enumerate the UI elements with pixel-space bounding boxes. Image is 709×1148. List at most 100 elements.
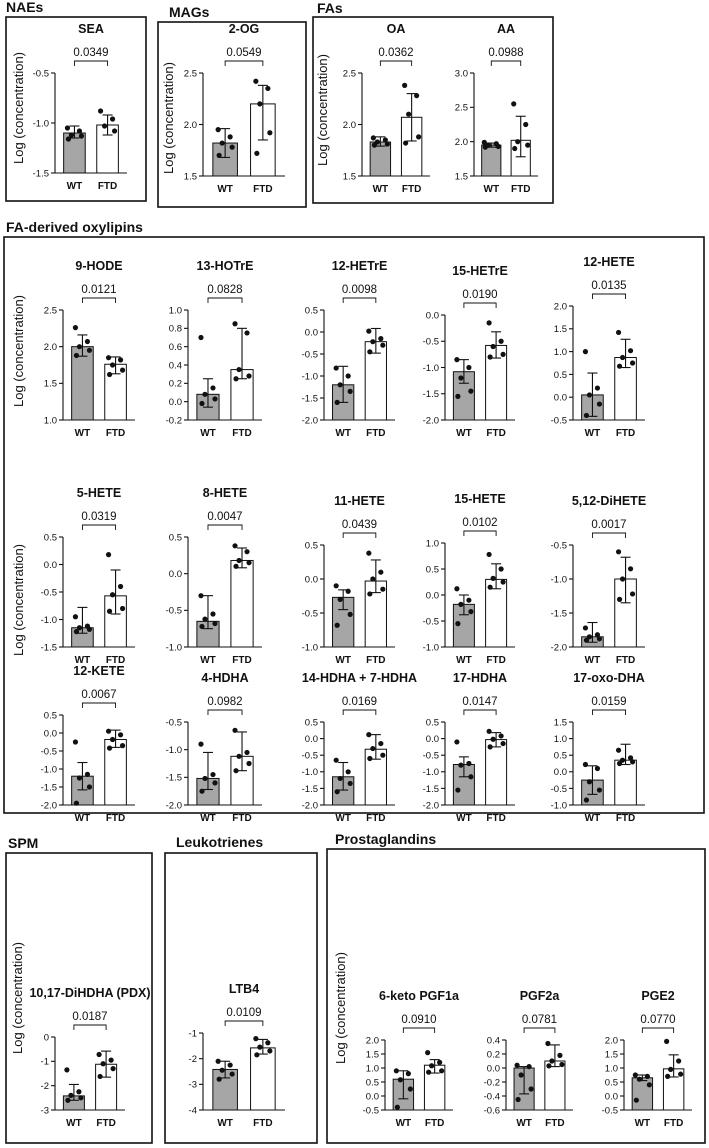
data-point [72, 614, 79, 620]
data-point [78, 1095, 84, 1101]
group-box-naes [5, 16, 147, 202]
data-point [515, 139, 521, 145]
group-title-leukotrienes: Leukotrienes [176, 834, 263, 850]
y-tick-label: -1.0 [423, 767, 439, 778]
y-tick-label: -1.0 [302, 642, 318, 653]
data-point [78, 133, 85, 139]
chart-title: PGE2 [641, 989, 674, 1003]
y-tick-label: -0.6 [484, 1105, 500, 1116]
category-label-ftd: FTD [106, 428, 125, 439]
category-label-wt: WT [585, 813, 601, 824]
data-point [347, 611, 353, 617]
chart-title: 14-HDHA + 7-HDHA [302, 671, 417, 685]
y-tick-label: 0.8 [169, 324, 182, 335]
data-point [466, 597, 472, 603]
chart-title: PGF2a [520, 989, 561, 1003]
data-point [378, 336, 384, 342]
y-tick-label: 1.0 [169, 305, 182, 316]
data-point [199, 623, 205, 630]
y-tick-label: -0.2 [484, 1077, 500, 1088]
y-tick-label: 2.5 [343, 68, 356, 79]
p-value: 0.0102 [462, 517, 497, 529]
panel-12-kete: 12-KETE -2.0 -1.5 -1.0 -0.5 0.0 0.5 WT FTD 0.0067 [41, 664, 135, 824]
y-tick-label: 1.0 [44, 415, 57, 426]
data-point [229, 144, 235, 150]
data-point [227, 1062, 233, 1068]
data-point [65, 1097, 71, 1103]
category-label-wt: WT [75, 813, 91, 824]
data-point [468, 388, 474, 394]
p-value: 0.0988 [488, 47, 523, 59]
category-label-ftd: FTD [232, 428, 251, 439]
panel-pgf2a: PGF2a -0.6 -0.4 -0.2 0.0 0.2 0.4 WT FTD 0.0781 [484, 989, 573, 1129]
data-point [407, 1086, 413, 1092]
panel-2-og: 2-OG 1.5 2.0 2.5 WT FTD 0.0549 [184, 22, 285, 195]
y-tick-label: 0.0 [169, 397, 182, 408]
data-point [233, 768, 239, 774]
category-label-wt: WT [75, 428, 91, 439]
data-point [117, 732, 124, 738]
data-point [253, 1036, 259, 1042]
chart-title: 15-HETE [454, 492, 505, 506]
significance-bracket [463, 530, 497, 536]
data-point [96, 1051, 102, 1058]
data-point [210, 771, 216, 778]
data-point [583, 637, 590, 643]
category-label-ftd: FTD [253, 184, 272, 195]
panel-8-hete: 8-HETE -1.0 -0.5 0.0 0.5 WT FTD 0.0047 [166, 486, 262, 666]
data-point [105, 552, 112, 558]
data-point [86, 626, 93, 633]
y-tick-label: -3 [41, 1105, 49, 1116]
category-label-wt: WT [335, 813, 351, 824]
category-label-ftd: FTD [402, 184, 421, 195]
p-value: 0.0319 [81, 511, 116, 523]
data-point [84, 338, 91, 345]
data-point [337, 596, 343, 603]
data-point [582, 625, 589, 631]
y-tick-label: 1.5 [343, 171, 356, 182]
panel-ltb4: LTB4 -4 -3 -2 -1 WT FTD 0.0109 [189, 982, 285, 1129]
p-value: 0.0187 [72, 1011, 107, 1023]
category-label-ftd: FTD [106, 655, 125, 666]
panel-5-hete: 5-HETE -1.5 -1.0 -0.5 0.0 0.5 WT FTD 0.0319 [41, 486, 135, 666]
data-point [514, 1062, 520, 1068]
data-point [72, 325, 79, 331]
data-point [615, 747, 622, 753]
p-value: 0.0828 [207, 284, 242, 296]
category-label-wt: WT [456, 655, 472, 666]
data-point [202, 775, 208, 782]
y-tick-label: -0.5 [33, 68, 49, 79]
y-tick-label: 1.5 [455, 171, 468, 182]
y-tick-label: 2.0 [184, 120, 197, 131]
data-point [523, 121, 529, 128]
data-point [333, 365, 339, 371]
data-point [545, 1040, 551, 1047]
category-label-ftd: FTD [232, 813, 251, 824]
data-point [73, 629, 80, 635]
y-tick-label: -0.5 [551, 540, 567, 551]
data-point [370, 339, 376, 345]
data-point [454, 739, 460, 745]
chart-title: 17-oxo-DHA [573, 671, 645, 685]
y-tick-label: -0.5 [302, 751, 318, 762]
category-label-ftd: FTD [232, 655, 251, 666]
data-point [382, 137, 388, 143]
panel-13-hotre: 13-HOTrE -0.2 0.0 0.2 0.4 0.6 0.8 1.0 WT FTD 0.082… [166, 259, 262, 439]
y-tick-label: 0.0 [169, 569, 182, 580]
data-point [119, 605, 126, 612]
y-tick-label: 0.0 [426, 590, 439, 601]
y-tick-label: -2.0 [423, 415, 439, 426]
data-point [393, 1068, 399, 1074]
y-axis-label: Log (concentration) [10, 942, 25, 1054]
data-point [616, 363, 623, 369]
chart-title: 2-OG [229, 22, 260, 36]
data-point [619, 757, 626, 763]
data-point [594, 765, 601, 772]
y-tick-label: 0.0 [426, 310, 439, 321]
data-point [117, 357, 124, 363]
data-point [487, 354, 493, 360]
p-value: 0.0781 [522, 1014, 557, 1026]
data-point [334, 622, 340, 628]
data-point [236, 753, 242, 759]
y-tick-label: -1.0 [551, 800, 567, 811]
